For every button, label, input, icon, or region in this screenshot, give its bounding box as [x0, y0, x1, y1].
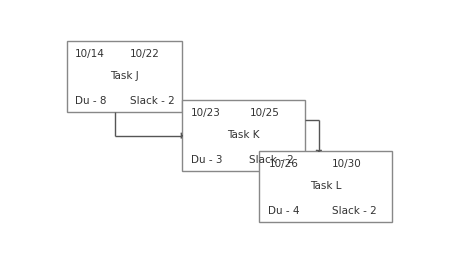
- Text: 10/25: 10/25: [249, 108, 279, 118]
- Text: Du - 8: Du - 8: [75, 96, 106, 106]
- Text: Du - 3: Du - 3: [191, 154, 222, 164]
- FancyBboxPatch shape: [67, 42, 182, 113]
- Text: 10/30: 10/30: [332, 159, 362, 169]
- Text: 10/23: 10/23: [191, 108, 221, 118]
- FancyBboxPatch shape: [259, 152, 392, 222]
- Text: Task J: Task J: [110, 71, 139, 81]
- Text: Task K: Task K: [227, 130, 260, 140]
- FancyBboxPatch shape: [182, 101, 304, 171]
- Text: 10/26: 10/26: [268, 159, 298, 169]
- Text: Du - 4: Du - 4: [268, 205, 300, 215]
- Text: 10/14: 10/14: [75, 49, 105, 59]
- Text: Slack - 2: Slack - 2: [249, 154, 294, 164]
- Text: 10/22: 10/22: [130, 49, 160, 59]
- Text: Slack - 2: Slack - 2: [332, 205, 377, 215]
- Text: Slack - 2: Slack - 2: [130, 96, 175, 106]
- Text: Task L: Task L: [310, 181, 341, 190]
